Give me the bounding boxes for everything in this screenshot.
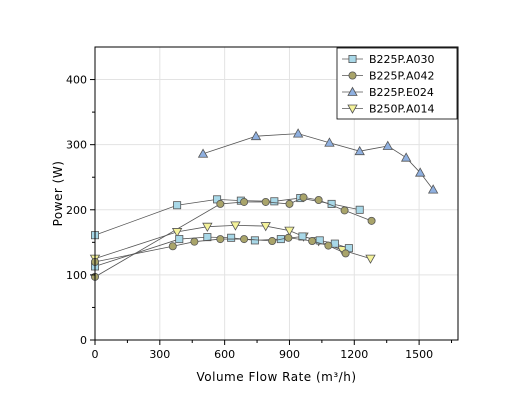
legend-label: B250P.A014 xyxy=(369,103,434,116)
y-tick-label: 100 xyxy=(66,269,87,282)
y-tick-label: 200 xyxy=(66,204,87,217)
data-point xyxy=(400,152,412,162)
data-point xyxy=(367,216,376,225)
legend-item: B250P.A014 xyxy=(342,103,434,116)
data-point xyxy=(240,197,249,206)
legend-label: B225P.A042 xyxy=(369,70,434,83)
legend-item: B225P.A030 xyxy=(342,53,434,66)
series-layer xyxy=(89,128,439,281)
legend: B225P.A030 B225P.A042 B225P.E024 B250P.A014 xyxy=(336,47,458,120)
data-point xyxy=(354,145,365,156)
series-2 xyxy=(197,128,439,194)
data-point xyxy=(240,235,249,244)
data-point xyxy=(284,233,293,242)
legend-item: B225P.A042 xyxy=(342,70,434,83)
data-point xyxy=(173,201,182,210)
data-point xyxy=(365,254,376,264)
data-point xyxy=(285,199,294,208)
data-point xyxy=(355,205,364,214)
data-point xyxy=(216,235,225,244)
y-tick-label: 0 xyxy=(80,334,87,347)
data-point xyxy=(427,184,439,194)
data-point xyxy=(315,236,324,245)
data-point xyxy=(324,241,333,250)
legend-marker xyxy=(347,104,358,114)
x-tick-label: 600 xyxy=(214,348,235,361)
data-point xyxy=(202,222,213,233)
series-0 xyxy=(91,194,364,240)
x-tick-label: 0 xyxy=(92,348,99,361)
data-point xyxy=(314,196,323,205)
axes: 0 300 600 900 1200 1500 0 100 200 300 400 xyxy=(66,74,453,361)
x-axis-title: Volume Flow Rate (m³/h) xyxy=(197,370,357,384)
series-1 xyxy=(91,193,376,281)
data-point xyxy=(197,148,209,158)
y-tick-label: 400 xyxy=(66,74,87,87)
data-point xyxy=(268,237,277,246)
data-point xyxy=(203,233,212,242)
y-axis-title: Power (W) xyxy=(51,161,65,227)
data-point xyxy=(340,206,349,215)
legend-item: B225P.E024 xyxy=(342,86,434,99)
x-tick-label: 900 xyxy=(279,348,300,361)
series-line xyxy=(94,237,346,263)
legend-label: B225P.E024 xyxy=(369,86,434,99)
x-tick-label: 300 xyxy=(149,348,170,361)
data-point xyxy=(284,226,295,236)
data-point xyxy=(341,249,350,258)
data-point xyxy=(227,233,236,242)
data-point xyxy=(324,137,335,147)
data-point xyxy=(261,197,270,206)
data-point xyxy=(415,167,426,177)
x-tick-label: 1200 xyxy=(340,348,368,361)
legend-label: B225P.A030 xyxy=(369,53,434,66)
x-tick-label: 1500 xyxy=(405,348,433,361)
data-point xyxy=(168,242,177,251)
data-point xyxy=(382,140,393,150)
data-point xyxy=(270,197,279,206)
data-point xyxy=(299,193,308,202)
data-point xyxy=(292,128,304,138)
data-point xyxy=(175,235,184,244)
series-line xyxy=(202,133,434,190)
data-point xyxy=(260,222,271,232)
legend-marker xyxy=(347,86,358,96)
legend-box xyxy=(336,47,458,120)
legend-marker xyxy=(348,71,357,80)
data-point xyxy=(190,237,199,246)
y-tick-label: 300 xyxy=(66,139,87,152)
plot-frame xyxy=(94,46,459,341)
data-point xyxy=(250,130,262,141)
data-point xyxy=(308,237,317,246)
data-point xyxy=(230,221,241,231)
data-point xyxy=(216,199,225,208)
series-5 xyxy=(91,233,350,266)
data-point xyxy=(171,228,183,238)
data-point xyxy=(330,239,339,248)
legend-marker xyxy=(348,55,357,64)
